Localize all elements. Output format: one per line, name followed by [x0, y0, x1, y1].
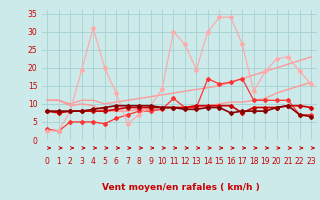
Text: 15: 15 — [214, 158, 224, 166]
Text: 20: 20 — [272, 158, 282, 166]
Text: 10: 10 — [157, 158, 167, 166]
Text: 9: 9 — [148, 158, 153, 166]
Text: 0: 0 — [45, 158, 50, 166]
Text: 4: 4 — [91, 158, 96, 166]
Text: 7: 7 — [125, 158, 130, 166]
Text: 6: 6 — [114, 158, 119, 166]
Text: 18: 18 — [249, 158, 259, 166]
Text: 11: 11 — [169, 158, 178, 166]
Text: 3: 3 — [79, 158, 84, 166]
Text: 19: 19 — [260, 158, 270, 166]
Text: 13: 13 — [192, 158, 201, 166]
Text: 22: 22 — [295, 158, 304, 166]
Text: 5: 5 — [102, 158, 107, 166]
Text: 17: 17 — [237, 158, 247, 166]
Text: 8: 8 — [137, 158, 141, 166]
Text: 1: 1 — [56, 158, 61, 166]
Text: 23: 23 — [306, 158, 316, 166]
Text: 16: 16 — [226, 158, 236, 166]
Text: 21: 21 — [284, 158, 293, 166]
Text: Vent moyen/en rafales ( km/h ): Vent moyen/en rafales ( km/h ) — [102, 183, 260, 192]
Text: 14: 14 — [203, 158, 213, 166]
Text: 12: 12 — [180, 158, 190, 166]
Text: 2: 2 — [68, 158, 73, 166]
